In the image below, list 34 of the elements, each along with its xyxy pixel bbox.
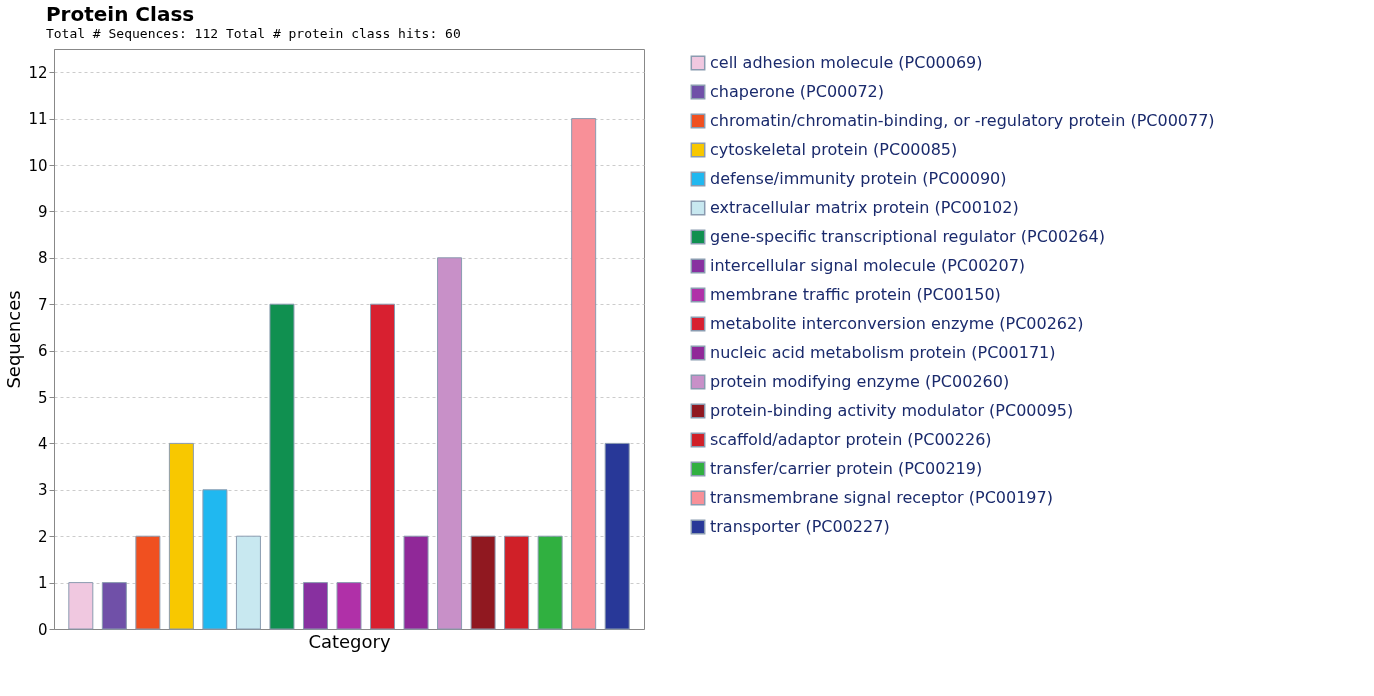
legend-label: transmembrane signal receptor (PC00197) — [710, 488, 1053, 507]
y-tick-label: 7 — [37, 295, 48, 314]
legend-label: intercellular signal molecule (PC00207) — [710, 256, 1026, 275]
legend-label: nucleic acid metabolism protein (PC00171) — [710, 343, 1056, 362]
legend-label: cytoskeletal protein (PC00085) — [710, 140, 958, 159]
y-tick-label: 0 — [37, 620, 48, 639]
y-tick-label: 1 — [37, 574, 48, 593]
chart-title: Protein Class — [45, 2, 195, 26]
y-tick-label: 10 — [28, 156, 48, 175]
chart-subtitle: Total # Sequences: 112 Total # protein class hits: 60 — [45, 26, 461, 41]
legend-label: gene-specific transcriptional regulator (PC00264) — [710, 227, 1105, 246]
legend-label: cell adhesion molecule (PC00069) — [710, 53, 983, 72]
legend-label: extracellular matrix protein (PC00102) — [710, 198, 1019, 217]
legend-label: metabolite interconversion enzyme (PC00262) — [710, 314, 1084, 333]
y-tick-label: 4 — [37, 434, 48, 453]
legend-label: protein modifying enzyme (PC00260) — [710, 372, 1010, 391]
y-tick-label: 11 — [28, 110, 48, 129]
legend-label: chromatin/chromatin-binding, or -regulatory protein (PC00077) — [710, 111, 1215, 130]
legend-label: scaffold/adaptor protein (PC00226) — [710, 430, 992, 449]
y-tick-label: 5 — [37, 388, 48, 407]
y-axis-title: Sequences — [3, 290, 25, 389]
legend-label: transfer/carrier protein (PC00219) — [710, 459, 983, 478]
y-tick-label: 12 — [28, 63, 48, 82]
legend-label: membrane traffic protein (PC00150) — [710, 285, 1001, 304]
y-tick-label: 6 — [37, 342, 48, 361]
legend-label: protein-binding activity modulator (PC00095) — [710, 401, 1074, 420]
y-tick-label: 3 — [37, 481, 48, 500]
y-tick-label: 2 — [37, 527, 48, 546]
y-tick-label: 9 — [37, 202, 48, 221]
x-axis-title: Category — [308, 630, 391, 652]
y-tick-label: 8 — [37, 249, 48, 268]
legend-label: defense/immunity protein (PC00090) — [710, 169, 1007, 188]
legend-label: transporter (PC00227) — [710, 517, 890, 536]
legend-label: chaperone (PC00072) — [710, 82, 885, 101]
